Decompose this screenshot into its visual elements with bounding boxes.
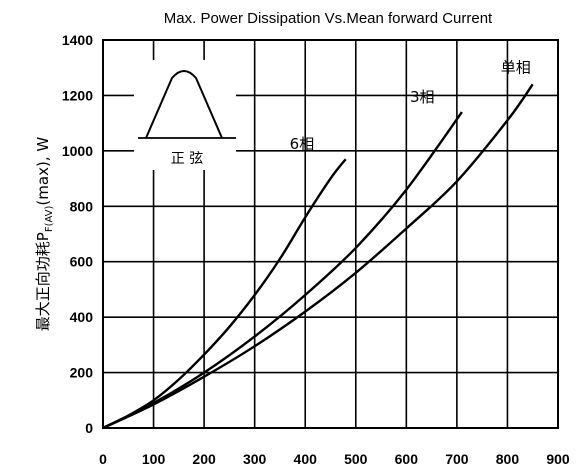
y-axis-label-subscript: F(AV)	[44, 205, 55, 232]
y-tick-label: 1400	[62, 32, 93, 48]
series-label-1: 3相	[410, 88, 435, 106]
x-tick-label: 200	[192, 451, 216, 467]
x-tick-label: 600	[395, 451, 419, 467]
y-tick-label: 0	[85, 420, 93, 436]
y-tick-label: 600	[70, 254, 94, 270]
x-tick-label: 300	[243, 451, 267, 467]
y-axis-ticks: 0 200 400 600 800 1000 1200 1400	[62, 32, 93, 436]
series-line-0	[102, 158, 347, 430]
x-tick-label: 0	[99, 451, 107, 467]
y-tick-label: 400	[70, 309, 94, 325]
inset-label: 正 弦	[171, 151, 203, 167]
x-tick-label: 100	[142, 451, 166, 467]
y-axis-label: 最大正向功耗PF(AV)(max), W	[34, 137, 55, 332]
inset-background	[134, 60, 236, 170]
series-label-2: 单相	[501, 58, 531, 76]
series: 6相 3相 单相	[102, 58, 534, 430]
plot-frame	[102, 39, 559, 429]
y-tick-label: 200	[70, 365, 94, 381]
x-tick-label: 500	[344, 451, 368, 467]
x-tick-label: 400	[294, 451, 318, 467]
y-tick-label: 800	[70, 198, 94, 214]
x-axis-ticks: 0 100 200 300 400 500 600 700 800 900	[99, 451, 570, 467]
sine-inset: 正 弦	[134, 60, 236, 170]
sine-wave-icon	[145, 70, 223, 139]
series-line-1	[102, 111, 463, 430]
chart-title: Max. Power Dissipation Vs.Mean forward C…	[164, 10, 493, 27]
y-tick-label: 1000	[62, 143, 93, 159]
y-axis-label-suffix: (max), W	[34, 137, 52, 206]
series-label-0: 6相	[290, 135, 315, 153]
y-axis-label-prefix: 最大正向功耗P	[34, 232, 52, 331]
x-tick-label: 700	[445, 451, 469, 467]
x-tick-label: 800	[496, 451, 520, 467]
y-tick-label: 1200	[62, 87, 93, 103]
x-tick-label: 900	[546, 451, 570, 467]
series-line-2	[102, 83, 534, 430]
